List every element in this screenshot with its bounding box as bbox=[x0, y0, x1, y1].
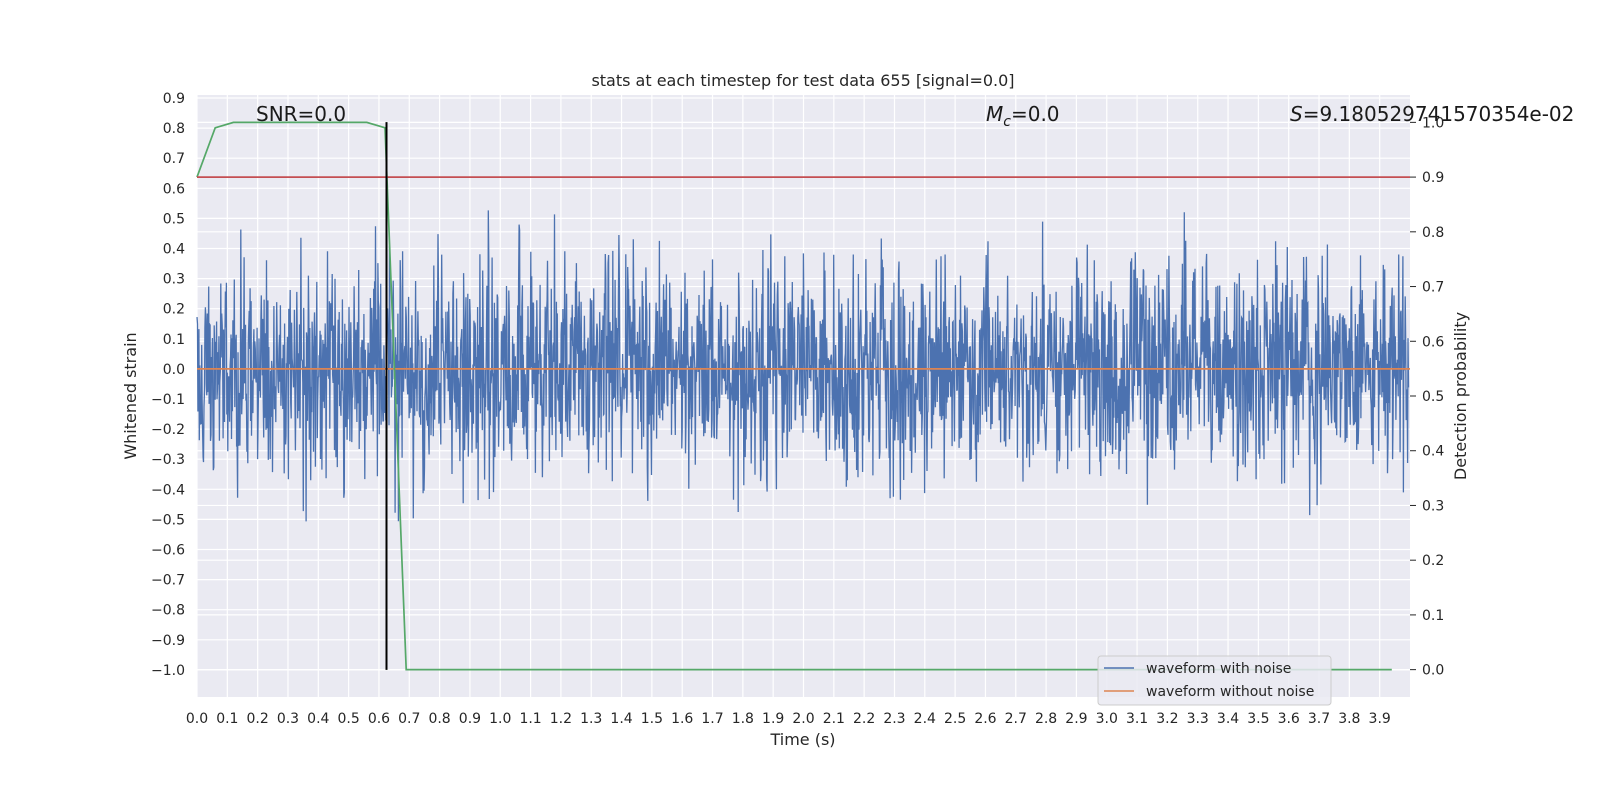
x-tick-label: 2.2 bbox=[853, 711, 875, 727]
y2-tick-label: 0.2 bbox=[1422, 553, 1444, 569]
y-tick-label: 0.7 bbox=[163, 151, 185, 167]
y2-tick-label: 0.7 bbox=[1422, 280, 1444, 296]
y2-tick-label: 0.0 bbox=[1422, 663, 1444, 679]
x-tick-label: 3.4 bbox=[1217, 711, 1239, 727]
y-tick-label: −0.8 bbox=[151, 603, 185, 619]
x-tick-label: 0.3 bbox=[277, 711, 299, 727]
x-tick-label: 0.4 bbox=[307, 711, 329, 727]
x-tick-label: 1.2 bbox=[550, 711, 572, 727]
x-tick-label: 3.2 bbox=[1156, 711, 1178, 727]
x-tick-label: 0.6 bbox=[368, 711, 390, 727]
y2-tick-label: 0.6 bbox=[1422, 334, 1444, 350]
x-tick-label: 0.0 bbox=[186, 711, 208, 727]
legend: waveform with noise waveform without noi… bbox=[1097, 655, 1332, 706]
x-axis-label: Time (s) bbox=[769, 730, 835, 749]
x-tick-label: 1.6 bbox=[671, 711, 693, 727]
x-tick-label: 1.7 bbox=[701, 711, 723, 727]
mc-value: =0.0 bbox=[1011, 102, 1060, 126]
x-tick-label: 2.8 bbox=[1035, 711, 1057, 727]
y2-tick-label: 1.0 bbox=[1422, 115, 1444, 131]
x-tick-label: 3.9 bbox=[1369, 711, 1391, 727]
s-symbol: S bbox=[1290, 102, 1303, 126]
x-tick-label: 1.5 bbox=[641, 711, 663, 727]
y-tick-label: −0.7 bbox=[151, 573, 185, 589]
x-tick-label: 3.3 bbox=[1187, 711, 1209, 727]
y2-tick-label: 0.9 bbox=[1422, 170, 1444, 186]
x-tick-label: 3.8 bbox=[1338, 711, 1360, 727]
y-tick-labels: 0.9 0.8 0.7 0.6 0.5 0.4 0.3 0.2 0.1 0.0 −0.1 −0.2 −0… bbox=[151, 91, 185, 679]
x-tick-label: 2.0 bbox=[792, 711, 814, 727]
y-tick-label: −1.0 bbox=[151, 663, 185, 679]
x-tick-label: 1.3 bbox=[580, 711, 602, 727]
y2-tick-label: 0.8 bbox=[1422, 225, 1444, 241]
y-tick-label: −0.2 bbox=[151, 422, 185, 438]
snr-annotation: SNR=0.0 bbox=[256, 102, 346, 126]
y-tick-label: 0.6 bbox=[163, 181, 185, 197]
y2-tick-label: 0.1 bbox=[1422, 608, 1444, 624]
y-tick-label: 0.3 bbox=[163, 272, 185, 288]
x-tick-label: 2.9 bbox=[1065, 711, 1087, 727]
y-tick-label: 0.5 bbox=[163, 211, 185, 227]
mc-symbol: M bbox=[986, 102, 1003, 126]
s-annotation: S=9.180529741570354e-02 bbox=[1290, 102, 1574, 126]
x-tick-label: 3.0 bbox=[1096, 711, 1118, 727]
x-tick-label: 3.1 bbox=[1126, 711, 1148, 727]
y-tick-label: −0.1 bbox=[151, 392, 185, 408]
x-tick-label: 2.3 bbox=[883, 711, 905, 727]
y2-tick-label: 0.4 bbox=[1422, 444, 1444, 460]
y-tick-label: 0.9 bbox=[163, 91, 185, 107]
y-tick-label: −0.5 bbox=[151, 512, 185, 528]
x-tick-label: 2.1 bbox=[823, 711, 845, 727]
x-tick-label: 2.7 bbox=[1005, 711, 1027, 727]
x-tick-label: 0.1 bbox=[216, 711, 238, 727]
y2-tick-label: 0.3 bbox=[1422, 498, 1444, 514]
x-tick-label: 1.0 bbox=[489, 711, 511, 727]
x-tick-label: 0.8 bbox=[428, 711, 450, 727]
y-tick-label: −0.6 bbox=[151, 543, 185, 559]
x-tick-label: 0.2 bbox=[247, 711, 269, 727]
x-tick-labels: 0.0 0.1 0.2 0.3 0.4 0.5 0.6 0.7 0.8 0.9 1.0 1.1 1.2 1… bbox=[186, 711, 1391, 727]
y-tick-label: 0.4 bbox=[163, 242, 185, 258]
series-layer bbox=[196, 121, 1410, 671]
y-tick-label: 0.1 bbox=[163, 332, 185, 348]
x-tick-label: 3.5 bbox=[1247, 711, 1269, 727]
x-tick-label: 2.5 bbox=[944, 711, 966, 727]
x-tick-label: 3.6 bbox=[1278, 711, 1300, 727]
y-tick-label: −0.3 bbox=[151, 452, 185, 468]
s-value: =9.180529741570354e-02 bbox=[1303, 102, 1575, 126]
x-tick-label: 0.9 bbox=[459, 711, 481, 727]
y-tick-label: −0.9 bbox=[151, 633, 185, 649]
y2-tick-labels: 1.0 0.9 0.8 0.7 0.6 0.5 0.4 0.3 0.2 0.1 0.0 bbox=[1410, 115, 1444, 679]
legend-label-clean: waveform without noise bbox=[1146, 684, 1314, 700]
series-waveform-with-noise bbox=[196, 210, 1410, 522]
y2-tick-label: 0.5 bbox=[1422, 389, 1444, 405]
legend-box bbox=[1097, 655, 1332, 706]
mc-annotation: Mc=0.0 bbox=[986, 102, 1060, 130]
y-tick-label: 0.8 bbox=[163, 121, 185, 137]
series-detection-probability bbox=[196, 121, 1392, 671]
y-tick-label: 0.0 bbox=[163, 362, 185, 378]
y2-axis-label: Detection probability bbox=[1451, 312, 1470, 480]
x-tick-label: 0.7 bbox=[398, 711, 420, 727]
x-tick-label: 1.1 bbox=[519, 711, 541, 727]
x-tick-label: 0.5 bbox=[337, 711, 359, 727]
x-tick-label: 1.4 bbox=[610, 711, 632, 727]
x-tick-label: 2.6 bbox=[974, 711, 996, 727]
chart-title: stats at each timestep for test data 655… bbox=[591, 71, 1014, 90]
x-tick-label: 3.7 bbox=[1308, 711, 1330, 727]
mc-subscript: c bbox=[1003, 114, 1011, 130]
y-axis-label: Whitened strain bbox=[121, 332, 140, 459]
x-tick-label: 1.8 bbox=[732, 711, 754, 727]
y-tick-label: −0.4 bbox=[151, 482, 185, 498]
x-tick-label: 1.9 bbox=[762, 711, 784, 727]
x-tick-label: 2.4 bbox=[914, 711, 936, 727]
legend-label-noise: waveform with noise bbox=[1146, 661, 1291, 677]
y-tick-label: 0.2 bbox=[163, 302, 185, 318]
